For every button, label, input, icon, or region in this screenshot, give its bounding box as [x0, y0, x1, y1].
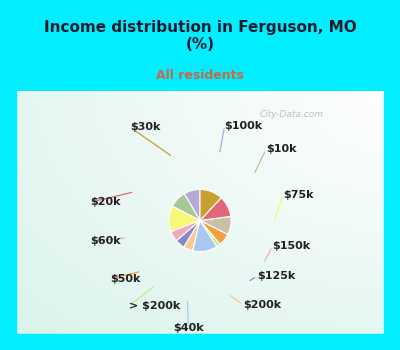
Text: $40k: $40k	[173, 323, 204, 333]
Text: $125k: $125k	[257, 271, 295, 281]
Text: $30k: $30k	[130, 122, 160, 132]
Text: All residents: All residents	[156, 69, 244, 82]
Bar	[0, 91, 16, 350]
Text: $50k: $50k	[111, 274, 141, 284]
Text: Income distribution in Ferguson, MO
(%): Income distribution in Ferguson, MO (%)	[44, 20, 356, 52]
Text: $200k: $200k	[243, 300, 281, 310]
Text: $10k: $10k	[266, 144, 296, 154]
Bar	[0, 335, 400, 350]
Text: $60k: $60k	[90, 236, 120, 246]
Wedge shape	[184, 189, 200, 220]
Wedge shape	[193, 220, 217, 252]
Text: $150k: $150k	[272, 241, 311, 251]
Wedge shape	[184, 220, 200, 251]
Text: > $200k: > $200k	[129, 301, 180, 311]
Text: $75k: $75k	[283, 190, 313, 200]
Text: $20k: $20k	[90, 197, 120, 207]
Wedge shape	[169, 206, 200, 232]
Text: $100k: $100k	[225, 121, 263, 131]
Wedge shape	[200, 220, 220, 246]
Wedge shape	[176, 220, 200, 247]
Bar	[384, 91, 400, 350]
Wedge shape	[171, 220, 200, 241]
Wedge shape	[200, 198, 231, 220]
Wedge shape	[200, 220, 228, 244]
Wedge shape	[200, 189, 221, 220]
Wedge shape	[200, 216, 231, 235]
Wedge shape	[172, 194, 200, 220]
Text: City-Data.com: City-Data.com	[260, 110, 324, 119]
